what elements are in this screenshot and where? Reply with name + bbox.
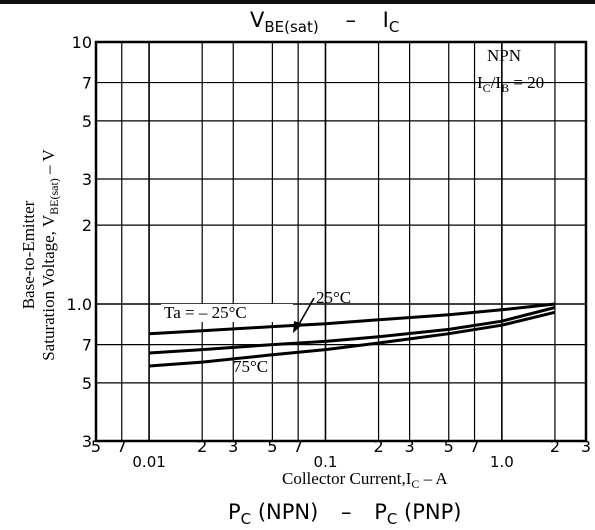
- x-tick-label: 5: [91, 437, 101, 456]
- y-tick-label: 7: [82, 74, 92, 93]
- series-layer: [148, 302, 556, 368]
- y-axis-label-line1: Base-to-Emitter: [19, 200, 38, 309]
- x-tick-label: 2: [373, 437, 383, 456]
- y-tick-label: 5: [82, 374, 92, 393]
- series-line-1: [149, 302, 556, 336]
- x-tick-label: 2: [197, 437, 207, 456]
- curve-label-ta-minus25: Ta = – 25°C: [164, 303, 247, 322]
- annotation-condition: IC/IB = 20: [477, 73, 544, 95]
- curve-label-25c: 25°C: [316, 288, 351, 307]
- series-line-2: [148, 310, 556, 368]
- x-tick-label: 3: [581, 437, 591, 456]
- curve-labels: Ta = – 25°C 25°C 75°C: [161, 288, 351, 376]
- x-tick-label: 7: [117, 437, 127, 456]
- y-tick-label: 5: [82, 112, 92, 131]
- series-line-0: [149, 306, 556, 355]
- x-tick-label: 3: [228, 437, 238, 456]
- y-tick-label: 10: [72, 33, 92, 52]
- plot-frame: [94, 40, 588, 443]
- x-tick-label: 7: [469, 437, 479, 456]
- y-axis-label-line2: Saturation Voltage, VBE(sat) – V: [39, 149, 61, 361]
- x-tick-label: 0.1: [314, 453, 338, 471]
- y-tick-label: 1.0: [67, 295, 92, 314]
- chart-title: VBE(sat) – IC: [250, 8, 399, 37]
- x-tick-label: 1.0: [490, 453, 514, 471]
- x-tick-label: 7: [293, 437, 303, 456]
- x-tick-label: 2: [550, 437, 560, 456]
- top-rule: [0, 0, 595, 4]
- next-title: PC (NPN) – PC (PNP): [228, 500, 461, 528]
- x-tick-label: 5: [267, 437, 277, 456]
- curve-label-25c-arrow: [297, 297, 315, 327]
- y-tick-label: 7: [82, 336, 92, 355]
- x-tick-label: 0.01: [132, 453, 165, 471]
- y-tick-label: 3: [82, 432, 92, 451]
- curve-label-25c-arrowhead: [293, 321, 303, 333]
- x-tick-label: 3: [405, 437, 415, 456]
- curve-label-75c: 75°C: [233, 357, 268, 376]
- y-tick-label: 3: [82, 170, 92, 189]
- annotation-type: NPN: [487, 46, 521, 65]
- grid: [96, 42, 586, 441]
- y-tick-label: 2: [82, 216, 92, 235]
- x-tick-label: 5: [444, 437, 454, 456]
- x-axis-label: Collector Current,IC – A: [282, 469, 448, 491]
